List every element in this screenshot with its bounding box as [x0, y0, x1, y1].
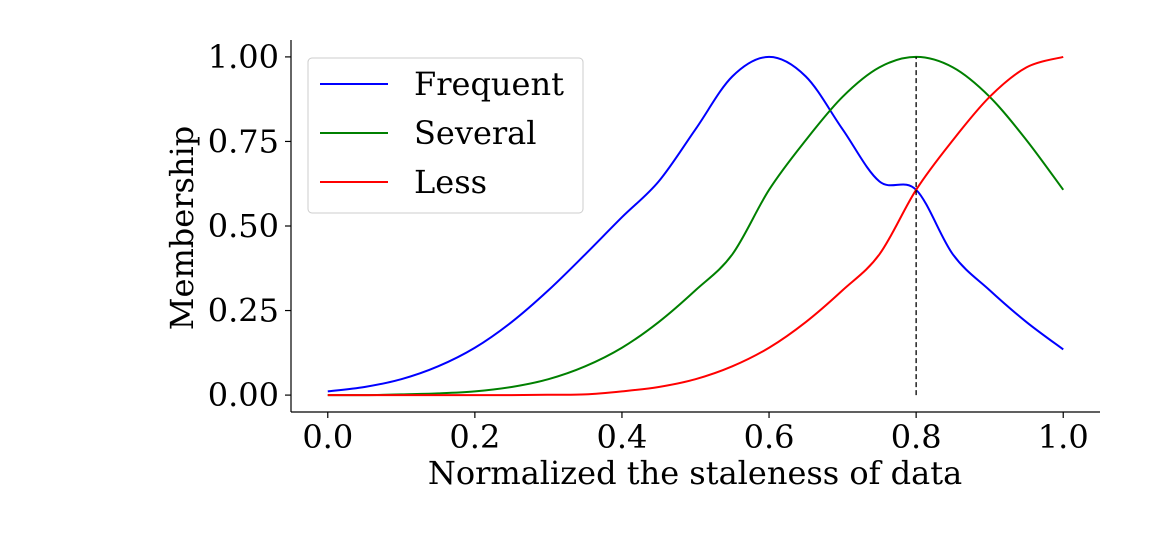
series-line-frequent: [327, 55, 1064, 393]
legend: Frequent Several Less: [307, 57, 584, 214]
y-axis-label: Membership: [163, 126, 201, 331]
series-line-less: [327, 55, 1064, 397]
y-tick-label: 0.00: [208, 376, 279, 414]
plot-area: [327, 55, 1065, 397]
legend-label-less: Less: [414, 163, 487, 201]
legend-box: [307, 57, 584, 214]
y-tick-label: 1.00: [208, 38, 279, 76]
x-tick-label: 0.0: [302, 418, 353, 456]
x-tick-label: 0.6: [744, 418, 795, 456]
x-tick-label: 0.8: [891, 418, 942, 456]
x-axis-ticks: 0.0 0.2 0.4 0.6 0.8 1.0: [302, 412, 1089, 456]
y-tick-label: 0.25: [208, 292, 279, 330]
y-axis-ticks: 0.00 0.25 0.50 0.75 1.00: [208, 38, 291, 414]
legend-label-several: Several: [414, 114, 536, 152]
y-tick-label: 0.75: [208, 122, 279, 160]
x-axis-label: Normalized the staleness of data: [428, 454, 962, 492]
series-line-several: [327, 55, 1065, 397]
x-tick-label: 0.2: [449, 418, 500, 456]
y-tick-label: 0.50: [208, 207, 279, 245]
legend-label-frequent: Frequent: [414, 65, 564, 103]
x-tick-label: 0.4: [597, 418, 648, 456]
x-tick-label: 1.0: [1038, 418, 1089, 456]
